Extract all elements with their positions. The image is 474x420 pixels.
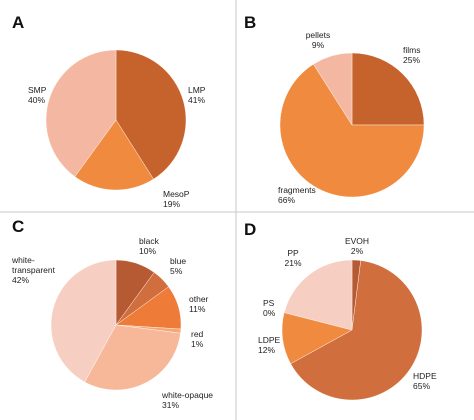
panel-letter-B: B xyxy=(244,13,256,32)
slice-label-PS: PS 0% xyxy=(263,298,276,318)
slice-label-MesoP: MesoP 19% xyxy=(163,189,190,209)
slice-label-white-transparent: white-transparent 42% xyxy=(11,255,56,285)
pie-slice-SMP xyxy=(45,49,117,177)
slice-label-films: films 25% xyxy=(403,45,420,65)
pie-chart-D: D EVOH 2% HDPE 65% LDPE 12% PS 0% PP 21% xyxy=(244,220,437,401)
pie-slice-LMP xyxy=(115,49,187,180)
slice-label-LMP: LMP 41% xyxy=(188,85,206,105)
pie-slice-white-transparent xyxy=(50,259,117,383)
slice-label-PP: PP 21% xyxy=(284,248,301,268)
panel-letter-C: C xyxy=(12,217,24,236)
slice-label-LDPE: LDPE 12% xyxy=(258,335,281,355)
panel-letter-D: D xyxy=(244,220,256,239)
pie-slice-PP xyxy=(283,259,353,331)
slice-label-HDPE: HDPE 65% xyxy=(413,371,437,391)
pie-slice-HDPE xyxy=(290,260,423,401)
pie-slice-fragments xyxy=(279,63,425,198)
slice-label-pellets: pellets 9% xyxy=(306,30,331,50)
pie-slice-MesoP xyxy=(74,119,154,191)
pie-slice-pellets xyxy=(313,52,353,126)
slice-label-red: red 1% xyxy=(191,329,204,349)
pie-slice-white-opaque xyxy=(84,324,181,391)
slice-label-SMP: SMP 40% xyxy=(28,85,47,105)
slice-label-white-opaque: white-opaque 31% xyxy=(161,390,213,410)
slice-label-fragments: fragments 66% xyxy=(278,185,316,205)
pie-slice-films xyxy=(351,52,425,126)
slice-label-blue: blue 5% xyxy=(170,256,186,276)
slice-label-black: black 10% xyxy=(139,236,160,256)
slice-label-EVOH: EVOH 2% xyxy=(345,236,369,256)
pie-chart-A: A LMP 41% MesoP 19% SMP 40% xyxy=(12,13,206,209)
slice-label-other: other 11% xyxy=(189,294,209,314)
panel-letter-A: A xyxy=(12,13,24,32)
